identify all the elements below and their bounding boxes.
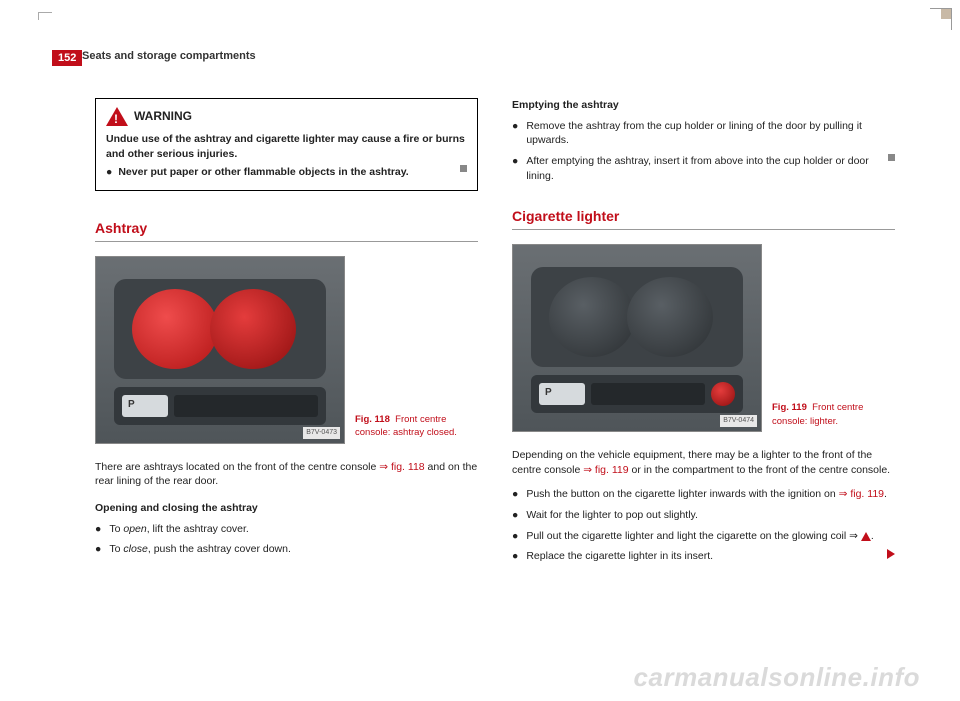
- page-header: Seats and storage compartments: [82, 50, 256, 62]
- warning-bullet-text: Never put paper or other flammable objec…: [118, 165, 408, 180]
- bullet-dot-icon: ●: [512, 487, 518, 502]
- lighter-li4-text: Replace the cigarette lighter in its ins…: [526, 549, 877, 564]
- end-square-icon: [888, 154, 895, 161]
- li1r-b: .: [884, 488, 887, 500]
- lighter-li3: ● Pull out the cigarette lighter and lig…: [512, 529, 895, 544]
- li2-b: , push the ashtray cover down.: [148, 543, 291, 555]
- li1-b: , lift the ashtray cover.: [147, 523, 249, 535]
- warning-box: WARNING Undue use of the ashtray and cig…: [95, 98, 478, 191]
- content-columns: WARNING Undue use of the ashtray and cig…: [95, 98, 895, 570]
- ashtray-li2-text: To close, push the ashtray cover down.: [109, 542, 291, 557]
- figure-118-tag: B7V-0473: [303, 427, 340, 439]
- lighter-li2-text: Wait for the lighter to pop out slightly…: [526, 508, 698, 523]
- li2-a: To: [109, 543, 123, 555]
- ashtray-li1: ● To open, lift the ashtray cover.: [95, 522, 478, 537]
- fig-119-link[interactable]: ⇒ fig. 119: [583, 464, 628, 476]
- ashtray-li1-text: To open, lift the ashtray cover.: [109, 522, 249, 537]
- ashtray-intro-a: There are ashtrays located on the front …: [95, 461, 379, 473]
- warning-triangle-icon: [106, 107, 128, 126]
- li1-a: To: [109, 523, 123, 535]
- warning-link-icon[interactable]: [861, 532, 871, 541]
- bullet-dot-icon: ●: [106, 165, 112, 180]
- cupholder-area: [114, 279, 326, 379]
- warning-bullet: ● Never put paper or other flammable obj…: [106, 165, 467, 180]
- bullet-dot-icon: ●: [512, 154, 518, 183]
- li2-i: close: [123, 543, 148, 555]
- lower-panel: [114, 387, 326, 425]
- empty-li1-text: Remove the ashtray from the cup holder o…: [526, 119, 895, 148]
- lighter-li3-text: Pull out the cigarette lighter and light…: [526, 529, 873, 544]
- cupholder-right-icon: [627, 277, 713, 357]
- right-column: Emptying the ashtray ● Remove the ashtra…: [512, 98, 895, 570]
- section-title-lighter: Cigarette lighter: [512, 207, 895, 230]
- emptying-head: Emptying the ashtray: [512, 98, 895, 113]
- lighter-li1-text: Push the button on the cigarette lighter…: [526, 487, 887, 502]
- page-number-tab: 152: [52, 50, 82, 66]
- bullet-dot-icon: ●: [95, 542, 101, 557]
- lighter-li2: ● Wait for the lighter to pop out slight…: [512, 508, 895, 523]
- parking-switch-icon: [539, 383, 585, 405]
- figure-119-tag: B7V-0474: [720, 415, 757, 427]
- lower-panel: [531, 375, 743, 413]
- continue-arrow-icon: [887, 549, 895, 559]
- warning-head: WARNING: [106, 107, 467, 126]
- figure-118-caption: Fig. 118 Front centre console: ashtray c…: [355, 413, 465, 444]
- empty-li2-text: After emptying the ashtray, insert it fr…: [526, 154, 878, 183]
- ashtray-right-icon: [210, 289, 296, 369]
- left-crop-mark: [38, 12, 52, 20]
- figure-119-image: B7V-0474: [512, 244, 762, 432]
- li3r-b: .: [871, 530, 874, 542]
- figure-119-block: B7V-0474 Fig. 119 Front centre console: …: [512, 244, 895, 432]
- figure-119-caption: Fig. 119 Front centre console: lighter.: [772, 401, 882, 432]
- fig-119-link-2[interactable]: ⇒ fig. 119: [839, 488, 884, 500]
- tray-slot: [174, 395, 318, 417]
- bullet-dot-icon: ●: [512, 549, 518, 564]
- figure-119-num: Fig. 119: [772, 402, 807, 413]
- bullet-dot-icon: ●: [512, 508, 518, 523]
- cupholder-area: [531, 267, 743, 367]
- left-column: WARNING Undue use of the ashtray and cig…: [95, 98, 478, 570]
- end-square-icon: [460, 165, 467, 172]
- bullet-dot-icon: ●: [512, 119, 518, 148]
- warning-body-text: Undue use of the ashtray and cigarette l…: [106, 132, 467, 161]
- lighter-button-icon: [711, 382, 735, 406]
- watermark: carmanualsonline.info: [634, 662, 920, 693]
- lighter-li1: ● Push the button on the cigarette light…: [512, 487, 895, 502]
- li1-i: open: [123, 523, 146, 535]
- li3r-a: Pull out the cigarette lighter and light…: [526, 530, 861, 542]
- figure-118-block: B7V-0473 Fig. 118 Front centre console: …: [95, 256, 478, 444]
- empty-li1: ● Remove the ashtray from the cup holder…: [512, 119, 895, 148]
- ashtray-intro: There are ashtrays located on the front …: [95, 460, 478, 489]
- tray-slot: [591, 383, 705, 405]
- parking-switch-icon: [122, 395, 168, 417]
- ashtray-left-icon: [132, 289, 218, 369]
- fig-118-link[interactable]: ⇒ fig. 118: [379, 461, 424, 473]
- figure-118-num: Fig. 118: [355, 414, 390, 425]
- bullet-dot-icon: ●: [512, 529, 518, 544]
- warning-label: WARNING: [134, 108, 192, 125]
- open-close-head: Opening and closing the ashtray: [95, 501, 478, 516]
- bullet-dot-icon: ●: [95, 522, 101, 537]
- section-title-ashtray: Ashtray: [95, 219, 478, 242]
- empty-li2: ● After emptying the ashtray, insert it …: [512, 154, 895, 183]
- lighter-li4: ● Replace the cigarette lighter in its i…: [512, 549, 895, 564]
- ashtray-li2: ● To close, push the ashtray cover down.: [95, 542, 478, 557]
- figure-118-image: B7V-0473: [95, 256, 345, 444]
- corner-crop-mark: [930, 8, 952, 30]
- lighter-intro: Depending on the vehicle equipment, ther…: [512, 448, 895, 477]
- li1r-a: Push the button on the cigarette lighter…: [526, 488, 838, 500]
- cupholder-left-icon: [549, 277, 635, 357]
- lighter-intro-b: or in the compartment to the front of th…: [629, 464, 890, 476]
